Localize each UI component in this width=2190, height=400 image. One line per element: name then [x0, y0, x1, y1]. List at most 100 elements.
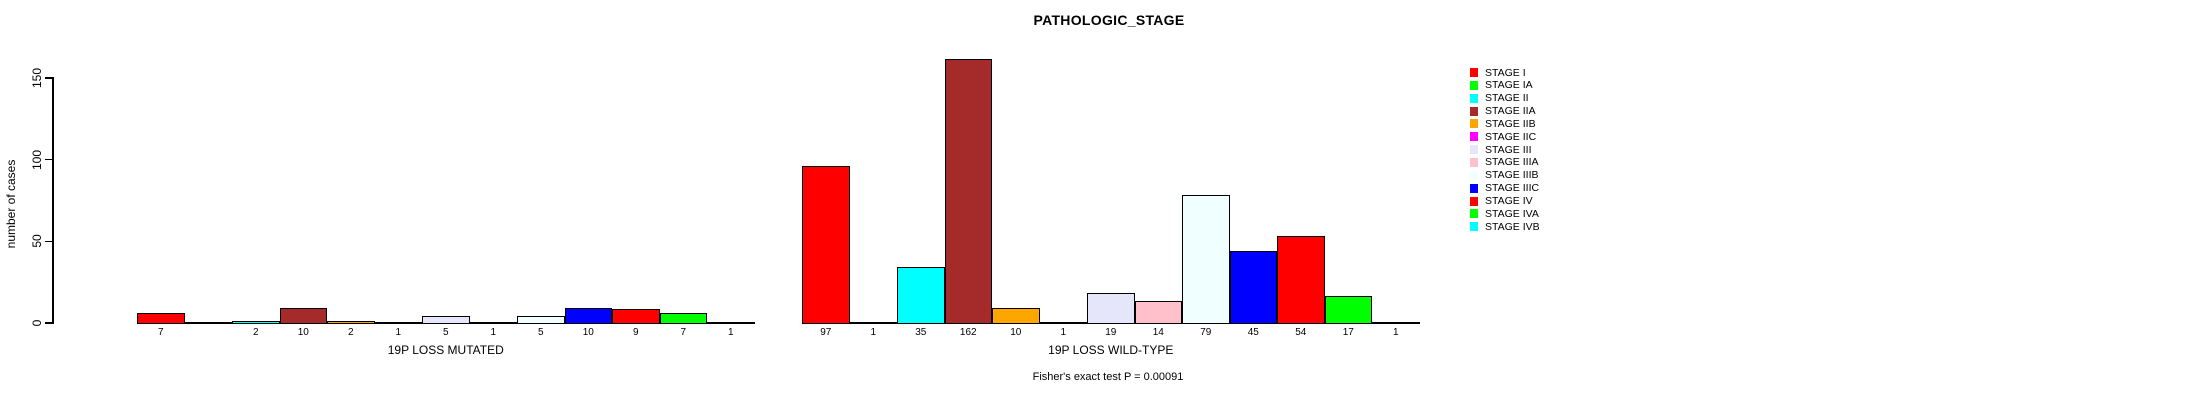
bar-value-label: 7	[680, 327, 687, 338]
legend-item: STAGE IVA	[1470, 209, 1539, 219]
legend-item: STAGE IIIB	[1470, 169, 1539, 182]
legend-color-swatch	[1470, 170, 1478, 180]
bar-value-label: 97	[820, 327, 832, 338]
bar-stage-iiic	[1229, 250, 1277, 324]
legend-item-label: STAGE IIB	[1485, 117, 1536, 130]
bar-value-label: 5	[537, 327, 544, 338]
bar-value-label: 79	[1200, 327, 1212, 338]
bar-stage-iia	[944, 59, 992, 324]
legend-color-swatch	[1470, 196, 1478, 206]
y-axis-tick	[45, 77, 53, 79]
bar-value-label: 1	[727, 327, 734, 338]
bar-stage-ii	[897, 266, 945, 324]
legend-color-swatch	[1470, 106, 1478, 116]
bar-value-label: 2	[347, 327, 354, 338]
legend-item: STAGE I	[1470, 66, 1526, 79]
bar-value-label: 10	[297, 327, 309, 338]
legend-item: STAGE IIIA	[1470, 156, 1539, 169]
bar-stage-iv	[1277, 235, 1325, 324]
x-axis-group-label: 19P LOSS WILD-TYPE	[1048, 343, 1174, 357]
legend-item-label: STAGE IIIB	[1485, 169, 1539, 182]
legend-color-swatch	[1470, 183, 1478, 193]
fisher-test-annotation: Fisher's exact test P = 0.00091	[1032, 371, 1184, 383]
legend-item-label: STAGE III	[1485, 143, 1532, 156]
y-axis-tick-label: 0	[30, 319, 44, 327]
bar-value-label: 9	[632, 327, 639, 338]
bar-stage-ivb	[707, 322, 755, 324]
y-axis-label: number of cases	[4, 159, 18, 249]
legend-item: STAGE IA	[1470, 79, 1533, 92]
legend-item-label: STAGE I	[1485, 66, 1526, 79]
bar-value-label: 1	[870, 327, 877, 338]
bar-stage-iii	[1087, 292, 1135, 324]
bar-stage-ivb	[1372, 322, 1420, 324]
chart-title: PATHOLOGIC_STAGE	[1033, 12, 1185, 28]
bar-stage-iic	[374, 322, 422, 324]
y-axis-tick	[45, 240, 53, 243]
bar-value-label: 5	[442, 327, 449, 338]
legend-item-label: STAGE IIC	[1485, 130, 1537, 143]
bar-value-label: 2	[252, 327, 259, 338]
bar-stage-iib	[327, 320, 375, 324]
legend-item: STAGE IIC	[1470, 132, 1536, 142]
y-axis-tick	[45, 322, 53, 324]
bar-stage-iiib	[517, 315, 565, 324]
y-axis-tick-label: 100	[30, 149, 44, 170]
legend-item-label: STAGE IIIC	[1485, 182, 1540, 195]
bar-value-label: 7	[157, 327, 164, 338]
legend-color-swatch	[1470, 222, 1478, 232]
legend-item-label: STAGE IA	[1485, 79, 1533, 92]
legend-item: STAGE III	[1470, 143, 1532, 156]
bar-value-label: 1	[1060, 327, 1067, 338]
bar-value-label: 45	[1247, 327, 1259, 338]
bar-stage-iic	[1039, 322, 1087, 324]
bar-stage-iva	[1324, 296, 1372, 324]
bar-value-label: 17	[1342, 327, 1354, 338]
bar-stage-iva	[659, 312, 707, 324]
legend-color-swatch	[1470, 80, 1478, 90]
legend-item-label: STAGE IIIA	[1485, 156, 1539, 169]
bar-value-label: 14	[1152, 327, 1164, 338]
bar-stage-iiib	[1182, 194, 1230, 324]
bar-value-label: 162	[959, 327, 977, 338]
bar-value-label: 19	[1105, 327, 1117, 338]
legend-color-swatch	[1470, 145, 1478, 155]
bar-value-label: 10	[1010, 327, 1022, 338]
y-axis-tick-label: 150	[30, 67, 44, 89]
legend-item-label: STAGE IVB	[1485, 220, 1540, 233]
bar-value-label: 1	[395, 327, 402, 338]
bar-stage-i	[802, 165, 850, 324]
bar-stage-iib	[992, 307, 1040, 324]
y-axis-tick-label: 50	[30, 234, 44, 249]
bar-stage-iiia	[469, 322, 517, 324]
legend-color-swatch	[1470, 132, 1478, 142]
legend-item: STAGE IV	[1470, 196, 1533, 206]
bar-stage-iii	[422, 315, 470, 324]
bar-value-label: 54	[1295, 327, 1307, 338]
legend-item-label: STAGE IVA	[1485, 207, 1539, 220]
bar-value-label: 1	[1392, 327, 1399, 338]
bar-value-label: 35	[915, 327, 927, 338]
bar-stage-iv	[612, 309, 660, 324]
x-axis-group-label: 19P LOSS MUTATED	[387, 343, 504, 357]
legend-item-label: STAGE II	[1485, 92, 1529, 105]
legend-item: STAGE IIA	[1470, 106, 1536, 116]
bar-stage-iia	[279, 307, 327, 324]
bar-value-label: 1	[490, 327, 497, 338]
bar-value-label: 10	[582, 327, 594, 338]
legend-color-swatch	[1470, 93, 1478, 103]
y-axis-tick	[45, 158, 53, 161]
bar-stage-ii	[232, 320, 280, 324]
bar-stage-ia	[849, 322, 897, 324]
legend-color-swatch	[1470, 209, 1478, 219]
legend-item-label: STAGE IIA	[1485, 105, 1536, 118]
y-axis-line	[52, 77, 54, 324]
legend-color-swatch	[1470, 157, 1478, 167]
legend-item: STAGE IVB	[1470, 220, 1540, 233]
legend-color-swatch	[1470, 68, 1478, 77]
legend-color-swatch	[1470, 119, 1478, 129]
legend-item-label: STAGE IV	[1485, 195, 1533, 207]
bar-stage-iiic	[564, 307, 612, 324]
bar-stage-iiia	[1134, 301, 1182, 324]
